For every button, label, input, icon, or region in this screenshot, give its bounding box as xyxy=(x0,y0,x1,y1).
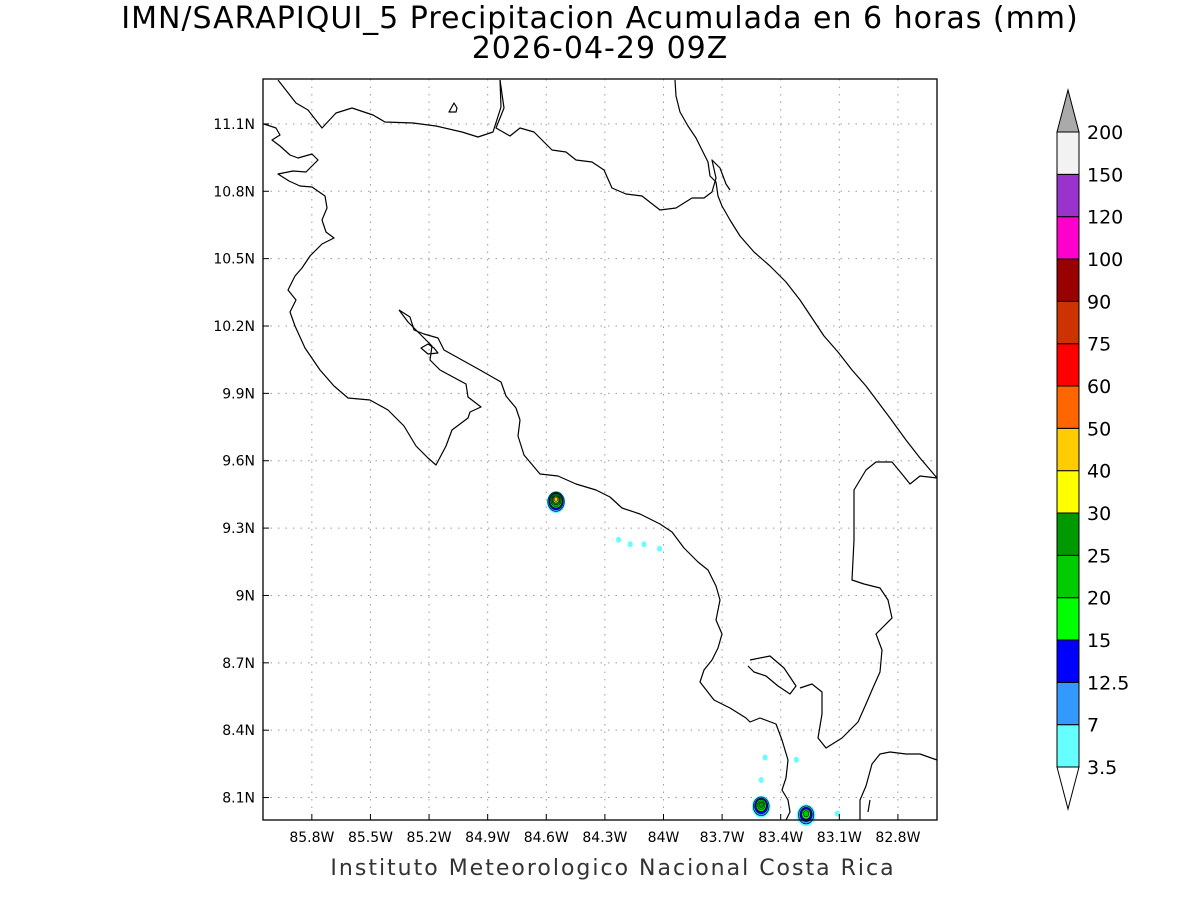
colorbar-underflow xyxy=(1056,766,1080,811)
coastline-pacific-north xyxy=(263,123,482,466)
precip-contour-40 xyxy=(554,496,559,502)
colorbar-label: 75 xyxy=(1087,334,1111,356)
tick-label-lat: 9.9N xyxy=(222,386,255,402)
colorbar-swatch xyxy=(1056,427,1080,472)
colorbar-swatch xyxy=(1056,554,1080,599)
colorbar-swatch xyxy=(1056,597,1080,641)
colorbar-label: 25 xyxy=(1087,545,1111,567)
coastline-panama-south xyxy=(859,751,938,820)
colorbar-swatch xyxy=(1056,681,1080,726)
precip-contour-25 xyxy=(758,801,764,808)
colorbar-label: 200 xyxy=(1087,122,1123,144)
precip-contour-3.5 xyxy=(793,756,799,763)
colorbar-swatch xyxy=(1056,385,1080,429)
tick-label-lon: 84.9W xyxy=(465,830,510,846)
tick-label-lat: 10.2N xyxy=(213,319,255,335)
dot-south-4 xyxy=(834,810,840,817)
cell-nicoya-gulf-east xyxy=(546,491,566,514)
coastline-lake-island xyxy=(448,102,458,113)
cell-osa-north xyxy=(751,795,771,818)
map-axes: 85.8W 85.5W 85.2W 84.9W 84.6W 84.3W 84W 83.7W 83… xyxy=(213,117,920,846)
credit-institution: Instituto Meteorologico Nacional Costa R… xyxy=(330,856,896,881)
colorbar: 3.5 7 12.5 15 20 25 30 40 50 60 75 90 100 120 150 200 xyxy=(1056,88,1129,811)
colorbar-swatch xyxy=(1056,258,1080,302)
colorbar-label: 40 xyxy=(1087,461,1111,483)
colorbar-swatch xyxy=(1056,131,1080,175)
coastline-pacific-central xyxy=(398,309,791,821)
colorbar-label: 120 xyxy=(1087,207,1123,229)
precip-contour-3.5 xyxy=(758,776,764,783)
coastline-golfo-dulce xyxy=(747,655,797,695)
precip-contour-3.5 xyxy=(834,810,840,817)
colorbar-label: 50 xyxy=(1087,418,1111,440)
colorbar-swatch xyxy=(1056,724,1080,768)
chart-subtitle-datetime: 2026-04-29 09Z xyxy=(471,31,729,66)
coastline-panama-south-tip xyxy=(867,799,871,813)
colorbar-swatch xyxy=(1056,343,1080,387)
tick-label-lon: 84.3W xyxy=(582,830,627,846)
tick-label-lon: 85.2W xyxy=(407,830,452,846)
dot-south-1 xyxy=(762,754,768,761)
colorbar-label: 7 xyxy=(1087,715,1099,737)
map-gridlines xyxy=(263,79,937,820)
colorbar-label: 15 xyxy=(1087,630,1111,652)
border-north xyxy=(495,79,731,211)
coastline-gulf-island xyxy=(420,343,439,355)
dot-coast-2 xyxy=(627,541,633,548)
dot-coast-1 xyxy=(616,536,622,543)
coastline-lake-nicaragua xyxy=(277,79,502,138)
tick-label-lon: 84W xyxy=(648,830,680,846)
colorbar-label: 20 xyxy=(1087,588,1111,610)
colorbar-label: 12.5 xyxy=(1087,672,1129,694)
colorbar-label: 150 xyxy=(1087,164,1123,186)
coastline-caribbean xyxy=(674,79,938,479)
dot-coast-4 xyxy=(657,545,663,552)
tick-label-lat: 9.6N xyxy=(222,454,255,470)
coastline xyxy=(263,79,938,821)
precip-contour-3.5 xyxy=(616,536,622,543)
colorbar-swatch xyxy=(1056,173,1080,218)
colorbar-swatch xyxy=(1056,639,1080,683)
precip-contour-3.5 xyxy=(641,541,647,548)
tick-label-lat: 8.7N xyxy=(222,656,255,672)
tick-label-lat: 10.5N xyxy=(213,252,255,268)
tick-label-lat: 10.8N xyxy=(213,184,255,200)
colorbar-label: 60 xyxy=(1087,376,1111,398)
tick-label-lat: 11.1N xyxy=(213,117,255,133)
dot-south-3 xyxy=(758,776,764,783)
precip-contour-3.5 xyxy=(627,541,633,548)
tick-label-lon: 84.6W xyxy=(524,830,569,846)
tick-label-lat: 9N xyxy=(236,588,255,604)
colorbar-swatch xyxy=(1056,470,1080,514)
tick-label-lon: 83.1W xyxy=(817,830,862,846)
tick-label-lon: 85.5W xyxy=(348,830,393,846)
precip-contour-20 xyxy=(803,810,810,818)
colorbar-label: 30 xyxy=(1087,503,1111,525)
cell-osa-south xyxy=(796,804,816,827)
colorbar-overflow xyxy=(1056,88,1080,133)
colorbar-label: 100 xyxy=(1087,249,1123,271)
tick-label-lon: 83.7W xyxy=(700,830,745,846)
precipitation-contours xyxy=(546,491,840,827)
tick-label-lat: 8.4N xyxy=(222,723,255,739)
map-frame xyxy=(262,78,938,821)
precip-contour-3.5 xyxy=(762,754,768,761)
coastline-burica xyxy=(799,461,938,749)
tick-label-lon: 83.4W xyxy=(758,830,803,846)
colorbar-label: 3.5 xyxy=(1087,757,1117,779)
tick-label-lon: 85.8W xyxy=(289,830,334,846)
colorbar-swatch xyxy=(1056,216,1080,260)
dot-coast-3 xyxy=(641,541,647,548)
colorbar-swatch xyxy=(1056,300,1080,345)
dot-south-2 xyxy=(793,756,799,763)
tick-label-lat: 8.1N xyxy=(222,791,255,807)
tick-label-lat: 9.3N xyxy=(222,521,255,537)
tick-label-lon: 82.8W xyxy=(875,830,920,846)
chart-title: IMN/SARAPIQUI_5 Precipitacion Acumulada … xyxy=(121,1,1079,36)
precip-contour-3.5 xyxy=(657,545,663,552)
colorbar-label: 90 xyxy=(1087,291,1111,313)
colorbar-swatch xyxy=(1056,512,1080,556)
